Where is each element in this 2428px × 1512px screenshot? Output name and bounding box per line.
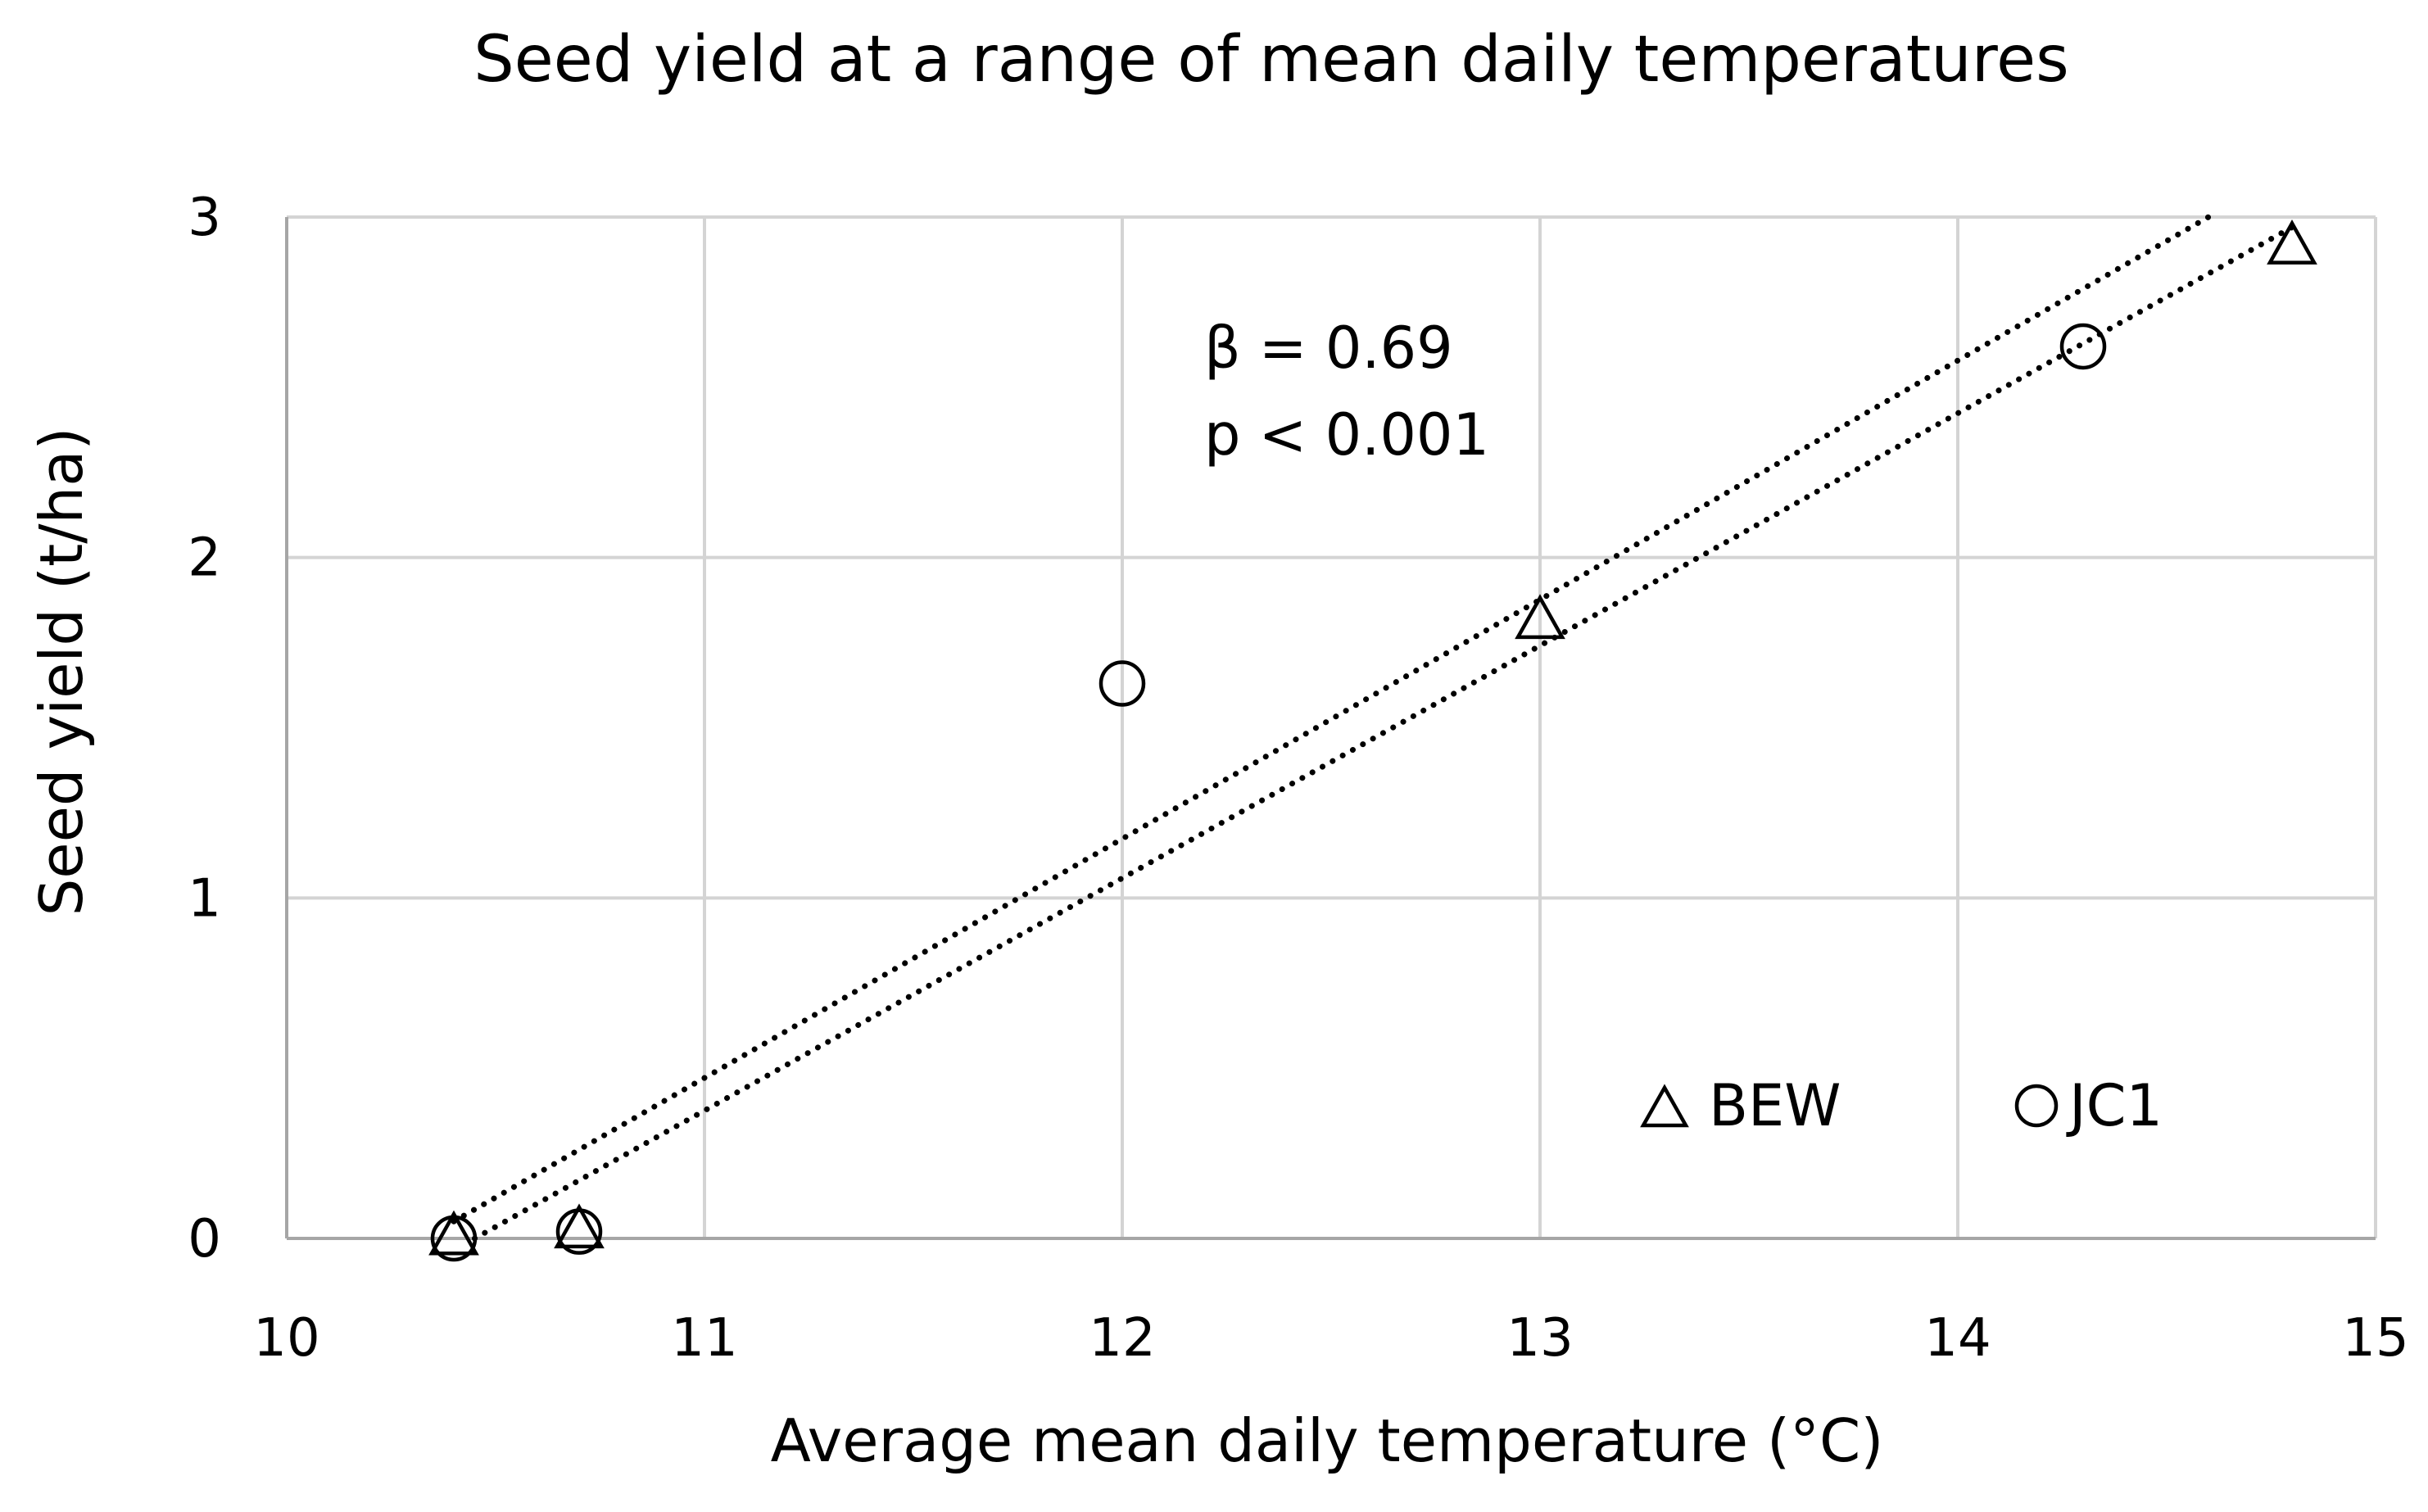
y-tick-label: 0 bbox=[188, 1209, 221, 1270]
y-tick-labels: 0 1 2 3 bbox=[188, 188, 221, 1270]
point-bew bbox=[1515, 594, 1565, 640]
trendlines bbox=[451, 214, 2295, 1242]
point-bew bbox=[428, 1210, 479, 1256]
chart-title: Seed yield at a range of mean daily temp… bbox=[473, 23, 2068, 97]
point-jc1 bbox=[555, 1208, 603, 1255]
y-tick-label: 2 bbox=[188, 528, 221, 589]
x-axis-title: Average mean daily temperature (°C) bbox=[771, 1406, 1884, 1475]
trendline-bew bbox=[472, 224, 2295, 1242]
x-tick-label: 11 bbox=[671, 1308, 737, 1369]
y-tick-label: 1 bbox=[188, 868, 221, 929]
legend: BEW JC1 bbox=[1640, 1072, 2163, 1139]
trendline-jc1 bbox=[451, 214, 2212, 1225]
p-value-annotation: p < 0.001 bbox=[1204, 401, 1489, 469]
y-axis-title: Seed yield (t/ha) bbox=[27, 428, 96, 917]
point-jc1 bbox=[2059, 323, 2107, 370]
axes bbox=[285, 217, 2376, 1240]
x-tick-label: 10 bbox=[253, 1308, 319, 1369]
point-bew bbox=[2267, 220, 2317, 265]
point-bew bbox=[554, 1203, 605, 1249]
y-tick-label: 3 bbox=[188, 188, 221, 248]
x-tick-label: 14 bbox=[1924, 1308, 1991, 1369]
x-tick-label: 15 bbox=[2342, 1308, 2408, 1369]
legend-label-bew: BEW bbox=[1709, 1072, 1841, 1139]
x-tick-labels: 10 11 12 13 14 15 bbox=[253, 1308, 2408, 1369]
x-tick-label: 12 bbox=[1089, 1308, 1155, 1369]
legend-triangle-icon bbox=[1640, 1084, 1689, 1128]
point-jc1 bbox=[1098, 660, 1146, 707]
legend-circle-icon bbox=[2014, 1084, 2059, 1128]
x-tick-label: 13 bbox=[1506, 1308, 1573, 1369]
gridlines bbox=[287, 215, 2377, 1238]
beta-annotation: β = 0.69 bbox=[1204, 315, 1453, 382]
legend-label-jc1: JC1 bbox=[2066, 1072, 2163, 1139]
point-jc1 bbox=[430, 1215, 478, 1262]
data-points bbox=[428, 220, 2317, 1262]
